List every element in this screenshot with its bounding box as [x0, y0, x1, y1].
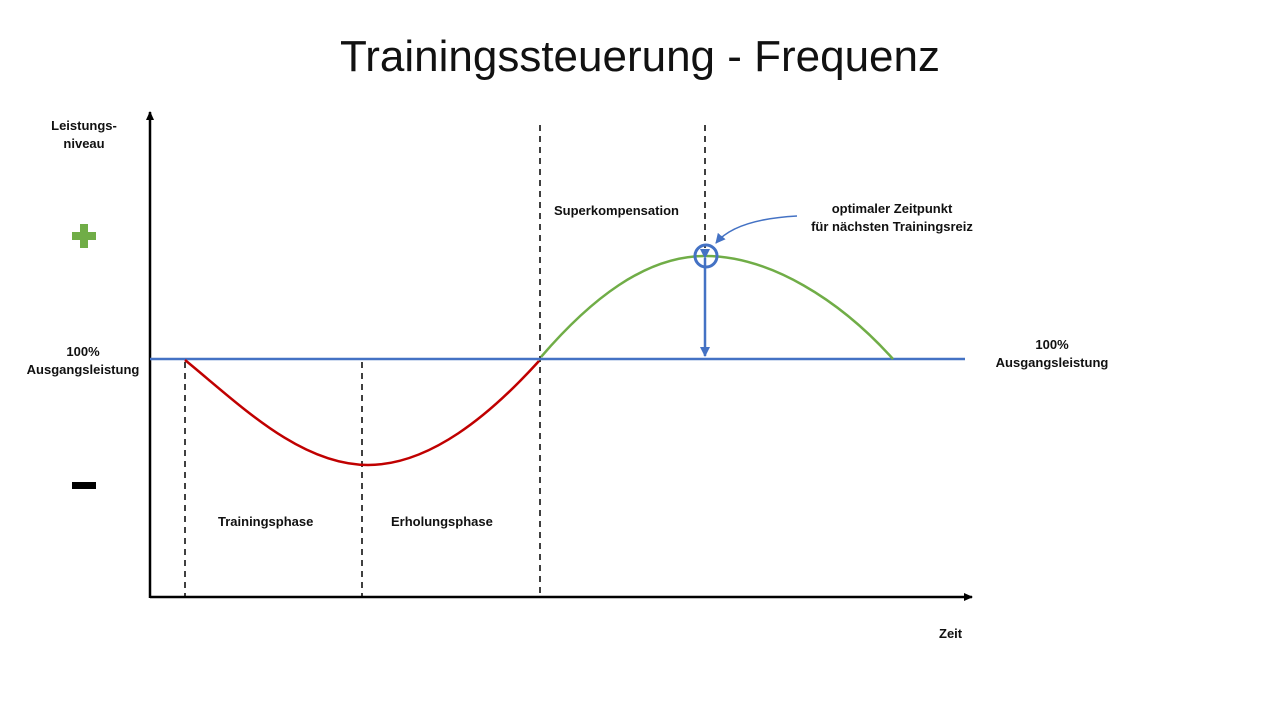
baseline-left-label-line-1: 100%	[66, 344, 100, 359]
supercompensation-label: Superkompensation	[554, 203, 679, 218]
annotation-line-2: für nächsten Trainingsreiz	[811, 219, 973, 234]
annotation-line-1: optimaler Zeitpunkt	[831, 201, 953, 216]
y-axis-label: Leistungs- niveau	[44, 117, 124, 153]
minus-icon	[72, 482, 96, 489]
page-title: Trainingssteuerung - Frequenz	[339, 32, 940, 81]
baseline-right-label-line-1: 100%	[1035, 337, 1069, 352]
plus-icon	[72, 224, 96, 248]
y-axis-label-line-1: Leistungs-	[51, 118, 117, 133]
baseline-left-label-line-2: Ausgangsleistung	[26, 362, 140, 377]
baseline-right-label-line-2: Ausgangsleistung	[995, 355, 1109, 370]
baseline-left-label: 100% Ausgangsleistung	[20, 343, 146, 379]
dip-curve	[184, 359, 540, 467]
annotation-arrow	[715, 215, 798, 244]
baseline-right-label: 100% Ausgangsleistung	[988, 336, 1116, 372]
supercompensation-curve	[540, 254, 894, 360]
training-phase-label: Trainingsphase	[218, 514, 314, 529]
y-axis-label-line-2: niveau	[63, 136, 105, 151]
recovery-phase-label: Erholungsphase	[391, 514, 493, 529]
x-axis-label: Zeit	[939, 626, 963, 641]
optimal-point-annotation: optimaler Zeitpunkt für nächsten Trainin…	[796, 200, 988, 236]
